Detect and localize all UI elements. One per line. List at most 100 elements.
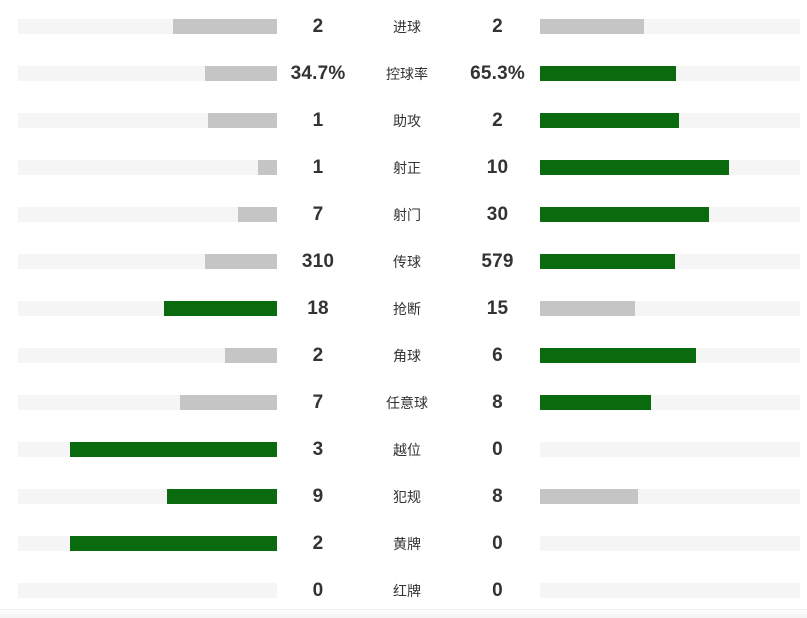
away-bar-track xyxy=(540,536,800,551)
away-value: 0 xyxy=(492,439,503,460)
away-value: 579 xyxy=(481,251,514,272)
home-value: 7 xyxy=(312,392,324,413)
home-bar-track xyxy=(18,489,277,504)
home-bar-track xyxy=(18,536,277,551)
home-value: 2 xyxy=(312,345,324,366)
home-value: 310 xyxy=(301,251,335,272)
away-bar-track xyxy=(540,254,800,269)
home-bar-fill xyxy=(180,395,277,410)
home-value: 1 xyxy=(312,110,324,131)
stat-row: 18 抢断 15 xyxy=(0,285,807,332)
home-value: 2 xyxy=(312,533,324,554)
away-bar-track xyxy=(540,489,800,504)
home-bar-track xyxy=(18,254,277,269)
home-bar-fill xyxy=(69,442,277,457)
away-bar-fill xyxy=(540,395,652,410)
home-bar-fill xyxy=(167,489,277,504)
stat-label: 黄牌 xyxy=(393,535,421,552)
home-bar-fill xyxy=(237,207,277,222)
away-bar-track xyxy=(540,113,800,128)
home-bar-track xyxy=(18,113,277,128)
stat-row: 1 射正 10 xyxy=(0,144,807,191)
home-bar-fill xyxy=(204,254,277,269)
away-bar-track xyxy=(540,160,800,175)
home-value: 18 xyxy=(307,298,329,319)
stat-label: 抢断 xyxy=(393,300,421,317)
away-value: 0 xyxy=(492,533,503,554)
away-bar-track xyxy=(540,66,800,81)
away-bar-fill xyxy=(540,66,676,81)
home-bar-fill xyxy=(225,348,277,363)
away-bar-fill xyxy=(540,301,635,316)
home-bar-track xyxy=(18,395,277,410)
away-bar-fill xyxy=(540,113,679,128)
home-bar-track xyxy=(18,348,277,363)
home-value: 3 xyxy=(312,439,324,460)
home-bar-fill xyxy=(258,160,277,175)
home-bar-fill xyxy=(205,66,277,81)
away-bar-fill xyxy=(540,19,644,34)
away-value: 30 xyxy=(486,204,509,225)
home-value: 34.7% xyxy=(290,63,346,84)
stat-row: 2 进球 2 xyxy=(0,3,807,50)
away-value: 8 xyxy=(492,486,503,507)
home-bar-track xyxy=(18,160,277,175)
stat-row: 7 射门 30 xyxy=(0,191,807,238)
stat-label: 越位 xyxy=(393,441,421,458)
away-bar-track xyxy=(540,395,800,410)
home-value: 1 xyxy=(312,157,324,178)
stat-row: 2 黄牌 0 xyxy=(0,520,807,567)
away-bar-track xyxy=(540,348,800,363)
home-bar-fill xyxy=(164,301,277,316)
away-bar-track xyxy=(540,19,800,34)
away-value: 8 xyxy=(492,392,503,413)
away-bar-fill xyxy=(540,348,696,363)
away-bar-track xyxy=(540,207,800,222)
stat-label: 控球率 xyxy=(386,65,428,82)
away-value: 65.3% xyxy=(470,63,525,84)
away-bar-fill xyxy=(540,160,730,175)
stat-row: 0 红牌 0 xyxy=(0,567,807,614)
home-value: 0 xyxy=(312,580,324,601)
stat-label: 红牌 xyxy=(393,582,421,599)
home-bar-fill xyxy=(173,19,277,34)
stat-row: 3 越位 0 xyxy=(0,426,807,473)
home-bar-track xyxy=(18,442,277,457)
away-value: 2 xyxy=(492,16,503,37)
stat-row: 9 犯规 8 xyxy=(0,473,807,520)
home-bar-fill xyxy=(207,113,277,128)
stat-row: 7 任意球 8 xyxy=(0,379,807,426)
away-value: 6 xyxy=(492,345,503,366)
stat-row: 34.7% 控球率 65.3% xyxy=(0,50,807,97)
away-value: 0 xyxy=(492,580,503,601)
stat-label: 传球 xyxy=(393,253,421,270)
away-bar-fill xyxy=(540,254,676,269)
stat-row: 2 角球 6 xyxy=(0,332,807,379)
home-value: 7 xyxy=(312,204,324,225)
away-value: 2 xyxy=(492,110,503,131)
away-bar-fill xyxy=(540,207,709,222)
stat-label: 进球 xyxy=(393,18,421,35)
home-bar-track xyxy=(18,583,277,598)
home-value: 2 xyxy=(312,16,324,37)
stat-label: 助攻 xyxy=(393,112,421,129)
home-bar-track xyxy=(18,301,277,316)
stat-label: 任意球 xyxy=(386,394,428,411)
away-bar-fill xyxy=(540,489,638,504)
stat-label: 角球 xyxy=(393,347,421,364)
panel-bottom-edge xyxy=(0,609,807,618)
away-bar-track xyxy=(540,583,800,598)
home-bar-track xyxy=(18,207,277,222)
stat-label: 射门 xyxy=(393,206,421,223)
away-value: 15 xyxy=(486,298,509,319)
away-value: 10 xyxy=(486,157,509,178)
away-bar-track xyxy=(540,442,800,457)
home-value: 9 xyxy=(312,486,324,507)
stat-row: 1 助攻 2 xyxy=(0,97,807,144)
stat-label: 射正 xyxy=(393,159,421,176)
stat-label: 犯规 xyxy=(393,488,421,505)
away-bar-track xyxy=(540,301,800,316)
home-bar-fill xyxy=(69,536,277,551)
